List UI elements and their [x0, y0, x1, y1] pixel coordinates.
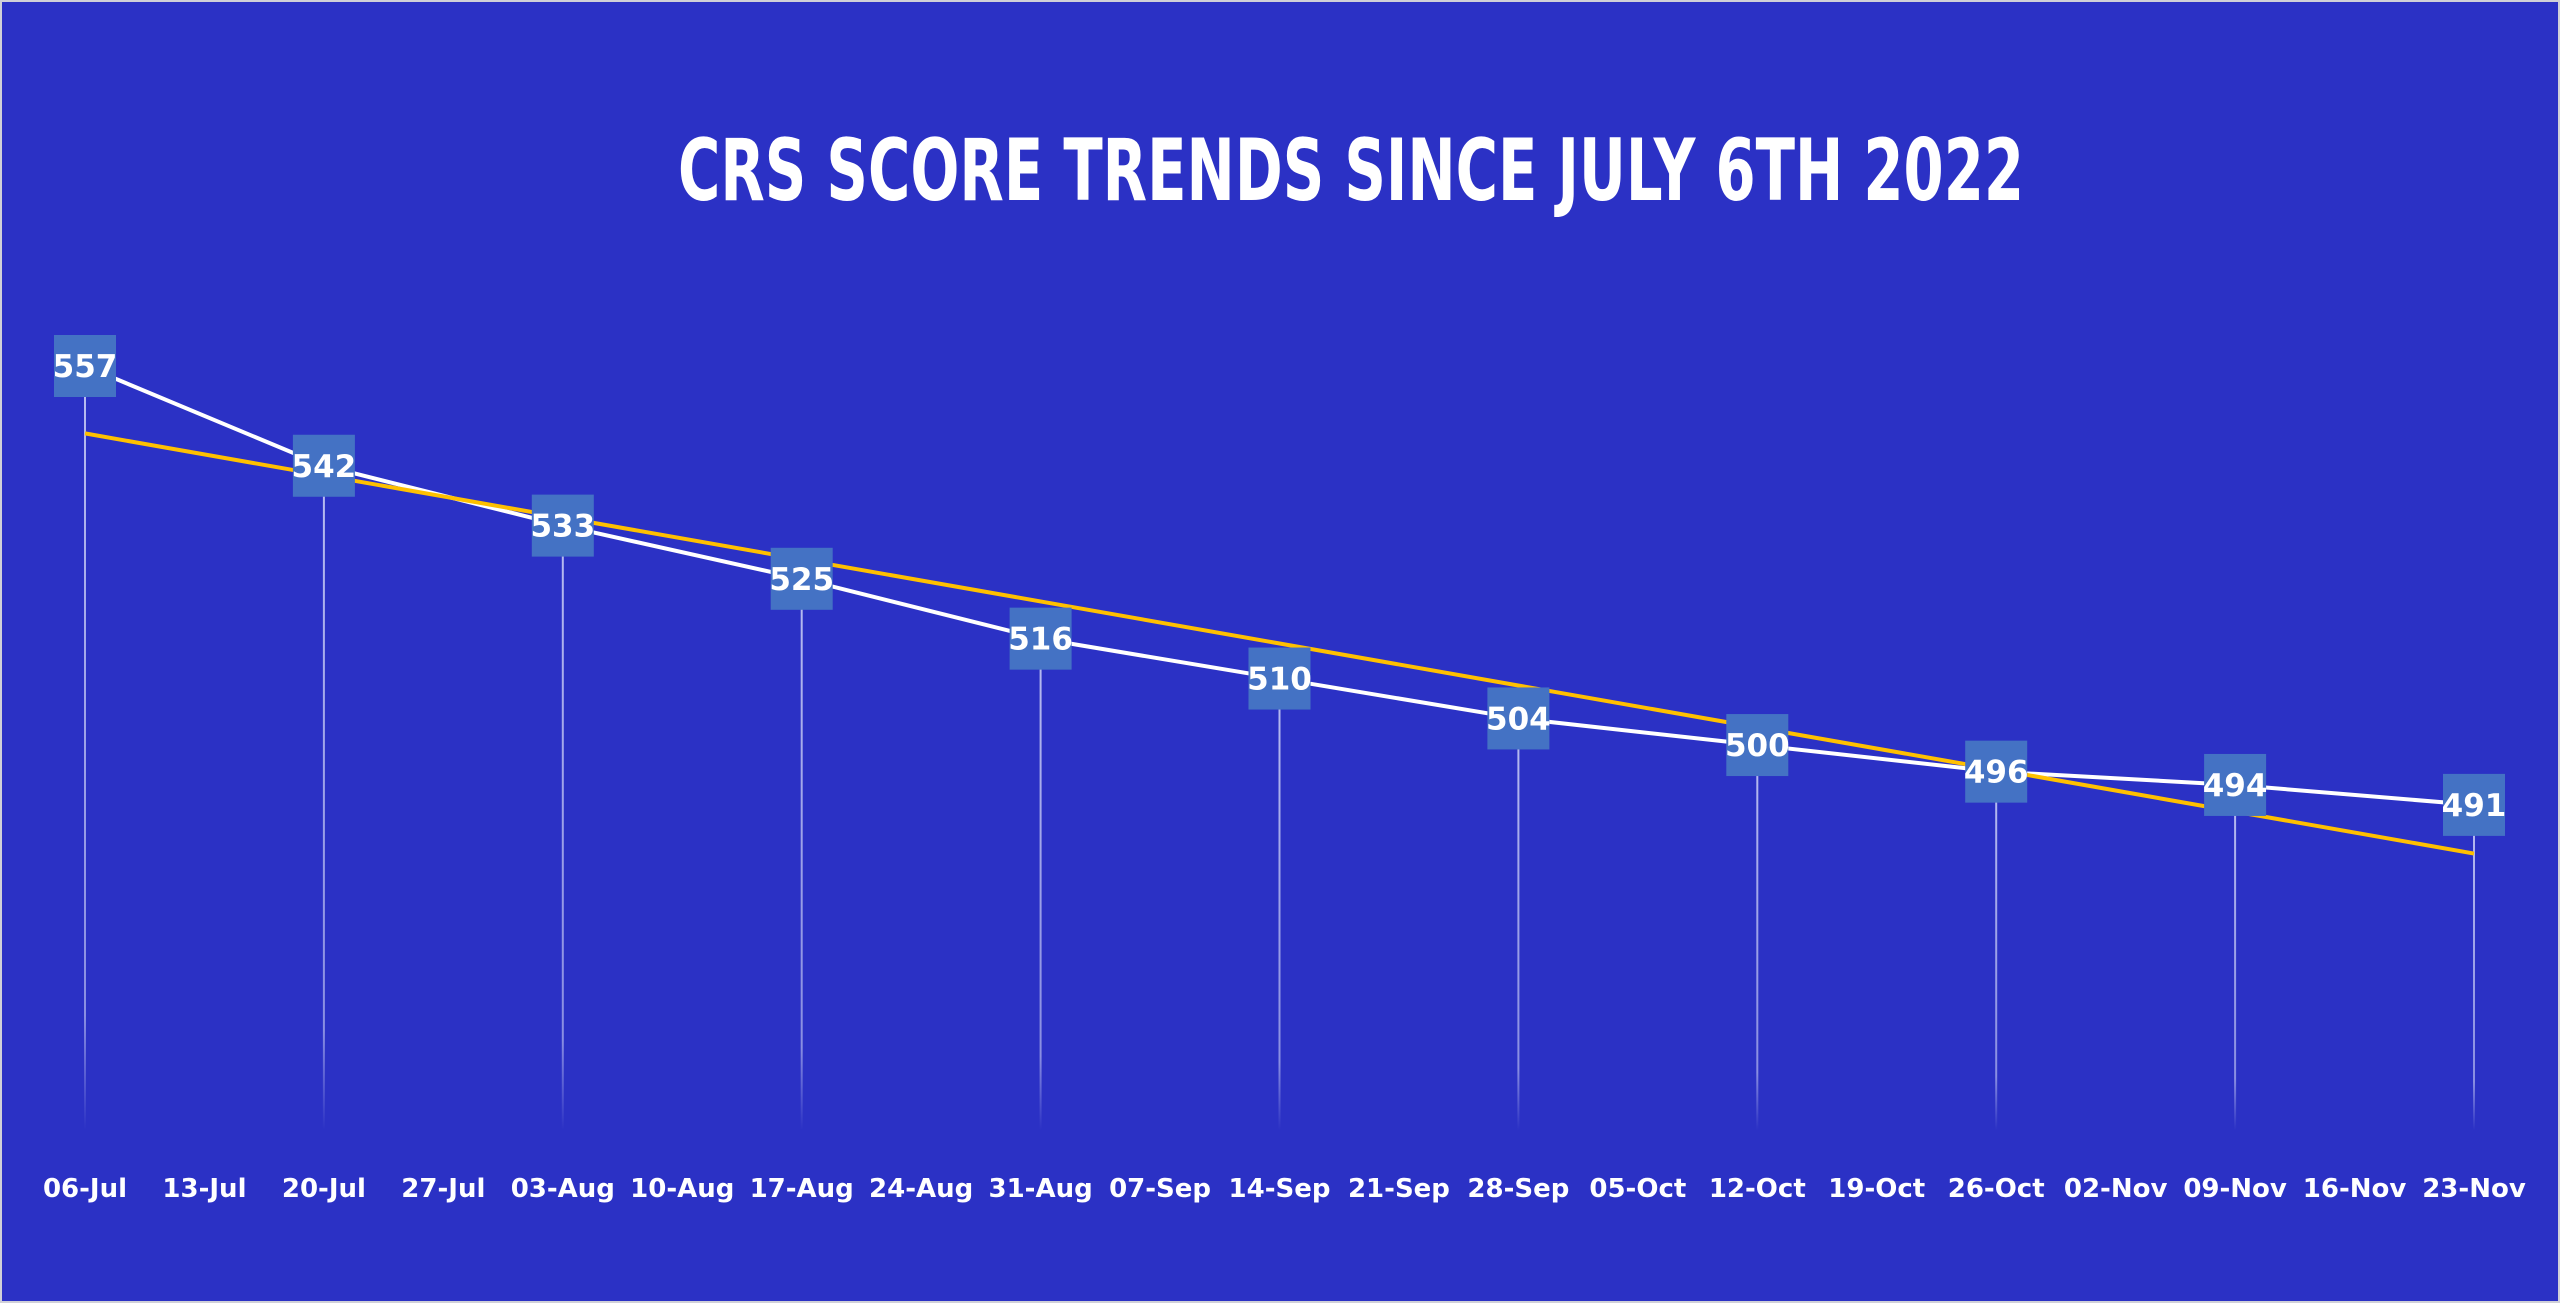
data-label: 525 — [769, 562, 834, 598]
data-label-box — [1248, 647, 1311, 710]
data-label: 542 — [292, 449, 357, 485]
data-label: 516 — [1008, 622, 1073, 658]
x-tick-label: 12-Oct — [1709, 1174, 1806, 1204]
data-label-box — [2443, 773, 2505, 836]
x-tick-label: 07-Sep — [1109, 1174, 1211, 1204]
drop-line — [2473, 804, 2475, 1130]
data-label-box — [1009, 607, 1072, 670]
x-tick-label: 16-Nov — [2303, 1174, 2407, 1204]
x-tick-label: 10-Aug — [630, 1174, 734, 1204]
x-tick-label: 14-Sep — [1229, 1174, 1331, 1204]
data-label-box — [292, 434, 355, 497]
drop-line — [1995, 771, 1998, 1130]
x-tick-label: 23-Nov — [2422, 1174, 2526, 1204]
x-tick-label: 02-Nov — [2064, 1174, 2168, 1204]
x-tick-label: 03-Aug — [511, 1174, 615, 1204]
chart-title: CRS SCORE TRENDS SINCE JULY 6TH 2022 — [678, 121, 2024, 221]
data-label: 504 — [1486, 701, 1551, 737]
drop-line — [561, 525, 564, 1130]
data-label: 557 — [53, 349, 118, 385]
x-tick-label: 20-Jul — [282, 1174, 366, 1204]
data-label: 494 — [2203, 768, 2268, 804]
data-label-box — [1726, 714, 1789, 777]
drop-line — [1039, 638, 1042, 1130]
x-tick-label: 21-Sep — [1348, 1174, 1450, 1204]
x-tick-label: 24-Aug — [869, 1174, 973, 1204]
x-tick-label: 09-Nov — [2183, 1174, 2287, 1204]
data-label-box — [770, 547, 833, 610]
x-tick-label: 17-Aug — [750, 1174, 854, 1204]
drop-line — [800, 578, 803, 1130]
data-label: 533 — [530, 509, 595, 545]
data-label: 491 — [2442, 788, 2507, 824]
drop-line — [1278, 678, 1281, 1130]
trendline — [84, 431, 2475, 856]
x-tick-label: 27-Jul — [401, 1174, 485, 1204]
x-tick-label: 05-Oct — [1589, 1174, 1686, 1204]
data-label-box — [531, 494, 594, 557]
x-tick-label: 31-Aug — [988, 1174, 1092, 1204]
drop-line — [322, 465, 325, 1130]
data-label-box — [1965, 740, 2028, 803]
drop-line — [1517, 718, 1520, 1130]
drop-line — [1756, 745, 1759, 1130]
x-tick-label: 06-Jul — [43, 1174, 127, 1204]
data-label: 500 — [1725, 728, 1790, 764]
data-label-box — [1487, 687, 1550, 750]
data-label: 496 — [1964, 755, 2029, 791]
x-tick-label: 26-Oct — [1948, 1174, 2045, 1204]
x-tick-label: 19-Oct — [1828, 1174, 1925, 1204]
data-label-box — [2204, 753, 2267, 816]
drop-line — [2234, 784, 2237, 1130]
data-label: 510 — [1247, 662, 1312, 698]
x-tick-label: 13-Jul — [162, 1174, 246, 1204]
data-label-box — [54, 335, 116, 397]
drop-line — [84, 366, 86, 1130]
x-tick-label: 28-Sep — [1467, 1174, 1569, 1204]
